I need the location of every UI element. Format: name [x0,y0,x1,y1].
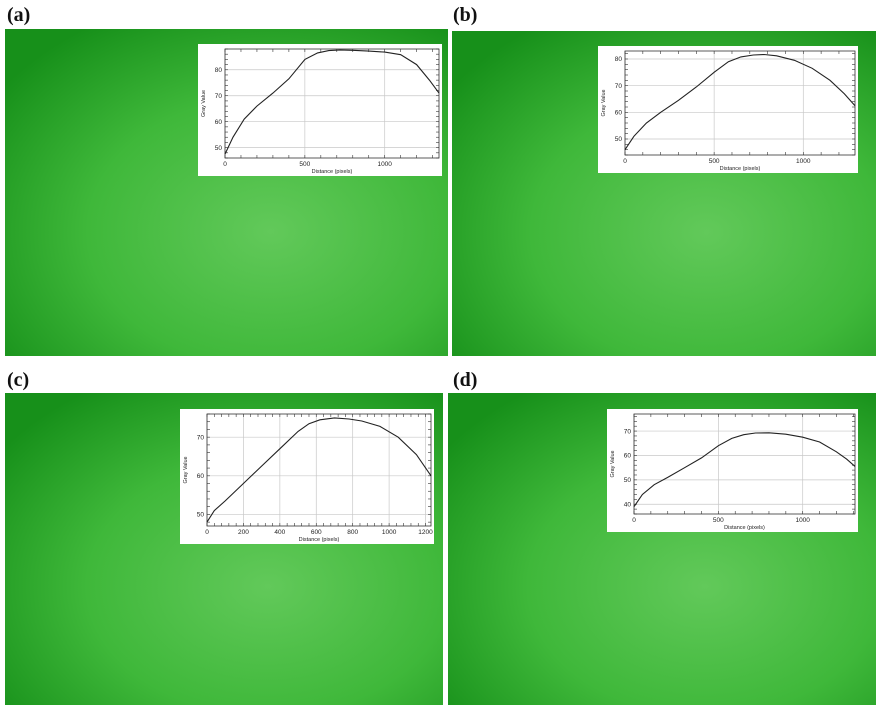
plot-frame [224,48,440,159]
y-tick-label: 80 [215,67,223,74]
x-tick-label: 500 [713,517,724,524]
y-tick-label: 40 [624,501,632,508]
x-axis-label: Distance (pixels) [312,169,353,175]
plot-frame [633,413,856,515]
x-axis-label: Distance (pixels) [724,525,765,531]
y-tick-label: 50 [624,477,632,484]
panel-label-c: (c) [7,369,30,391]
x-tick-label: 500 [709,158,720,165]
x-tick-label: 0 [223,161,227,168]
panel-label-a: (a) [7,4,31,26]
inset-plot-b: 0 500 1000 50 60 70 80 Distance (pixels) Gray Va… [598,46,858,173]
x-tick-label: 800 [347,529,358,536]
y-tick-label: 50 [615,136,623,143]
inset-plot-a: 0 500 1000 50 60 70 80 Distance (pixels) Gray Va… [198,44,442,176]
x-tick-label: 400 [274,529,285,536]
y-tick-label: 80 [615,56,623,63]
gray-value-profile-line [224,49,440,155]
y-tick-label: 60 [615,110,623,117]
x-tick-label: 600 [311,529,322,536]
plot-frame [624,50,856,156]
x-tick-label: 1000 [796,158,811,165]
y-tick-label: 60 [624,453,632,460]
x-tick-label: 1000 [377,161,392,168]
panel-label-d: (d) [453,369,478,391]
y-tick-label: 50 [215,145,223,152]
gray-value-profile-line [206,417,432,523]
inset-plot-d: 0 500 1000 40 50 60 70 Distance (pixels) Gray Va… [607,409,858,532]
gray-value-profile-line [633,432,856,508]
x-tick-label: 0 [632,517,636,524]
y-axis-label: Gray Value [610,450,616,477]
gray-value-profile-line [624,53,856,151]
x-tick-label: 0 [623,158,627,165]
x-tick-label: 500 [299,161,310,168]
y-axis-label: Gray Value [601,89,607,116]
x-tick-label: 1000 [382,529,397,536]
y-tick-label: 70 [624,428,632,435]
panel-label-b: (b) [453,4,478,26]
y-tick-label: 60 [197,473,205,480]
y-tick-label: 60 [215,119,223,126]
x-axis-label: Distance (pixels) [720,166,761,172]
y-axis-label: Gray Value [183,456,189,483]
x-axis-label: Distance (pixels) [299,537,340,543]
y-tick-label: 70 [197,434,205,441]
y-axis-label: Gray Value [201,90,207,117]
y-tick-label: 70 [215,93,223,100]
x-tick-label: 1200 [418,529,433,536]
y-tick-label: 50 [197,512,205,519]
x-tick-label: 0 [205,529,209,536]
plot-frame [206,413,432,527]
inset-plot-c: 0 200 400 600 800 1000 1200 50 60 70 Distance (pix… [180,409,434,544]
y-tick-label: 70 [615,83,623,90]
x-tick-label: 1000 [795,517,810,524]
x-tick-label: 200 [238,529,249,536]
